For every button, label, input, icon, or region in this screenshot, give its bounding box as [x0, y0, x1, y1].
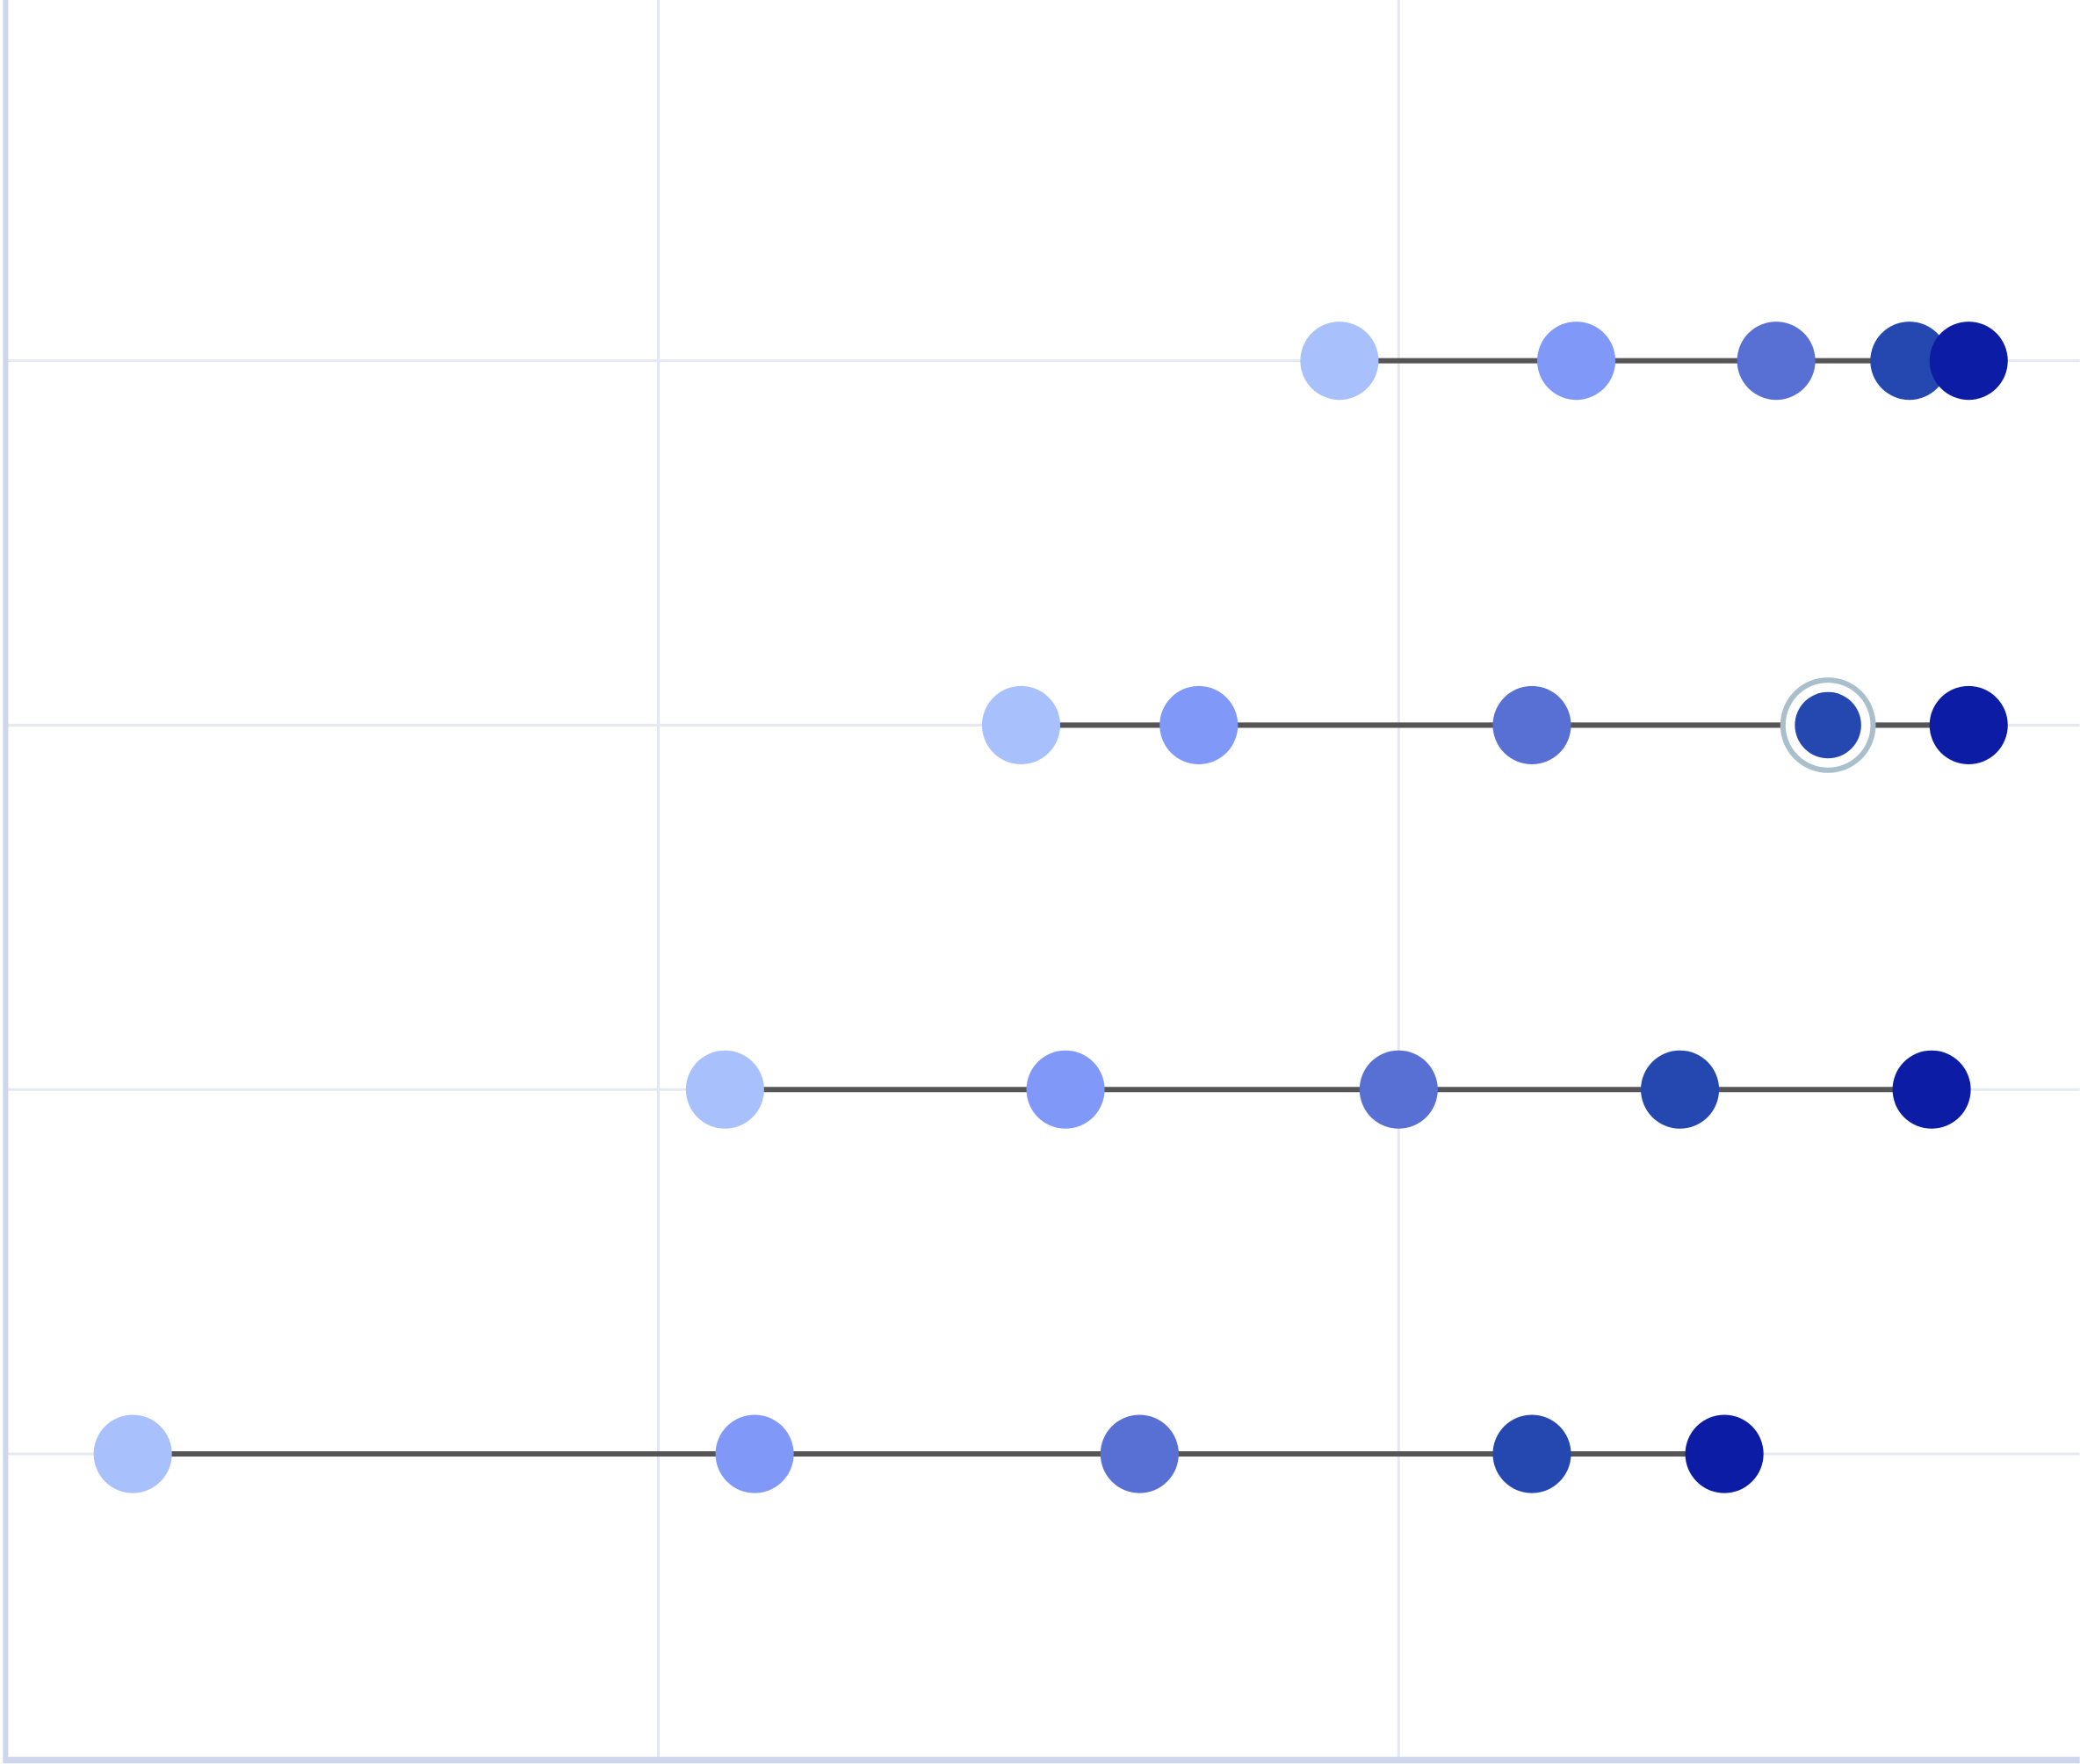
- data-point: [93, 1414, 172, 1493]
- data-row: [93, 1414, 1764, 1493]
- data-point: [1159, 685, 1239, 764]
- data-point: [1492, 1414, 1571, 1493]
- data-point: [1641, 1050, 1720, 1129]
- data-point: [1100, 1414, 1179, 1493]
- data-point: [1359, 1050, 1438, 1129]
- data-point: [685, 1050, 764, 1129]
- data-point: [1929, 322, 2008, 401]
- data-point: [1870, 322, 1949, 401]
- data-row: [1300, 322, 2008, 401]
- data-point: [1929, 685, 2008, 764]
- data-rows: [93, 322, 2008, 1493]
- data-row: [981, 677, 2008, 773]
- data-point: [981, 685, 1061, 764]
- data-point: [1795, 691, 1861, 759]
- gridlines: [6, 0, 2080, 1760]
- data-point: [1892, 1050, 1971, 1129]
- data-point: [1737, 322, 1816, 401]
- data-row: [685, 1050, 1971, 1129]
- data-point: [1685, 1414, 1764, 1493]
- data-point: [715, 1414, 794, 1493]
- data-point: [1300, 322, 1379, 401]
- data-point: [1026, 1050, 1105, 1129]
- data-point: [1537, 322, 1616, 401]
- data-point: [1492, 685, 1571, 764]
